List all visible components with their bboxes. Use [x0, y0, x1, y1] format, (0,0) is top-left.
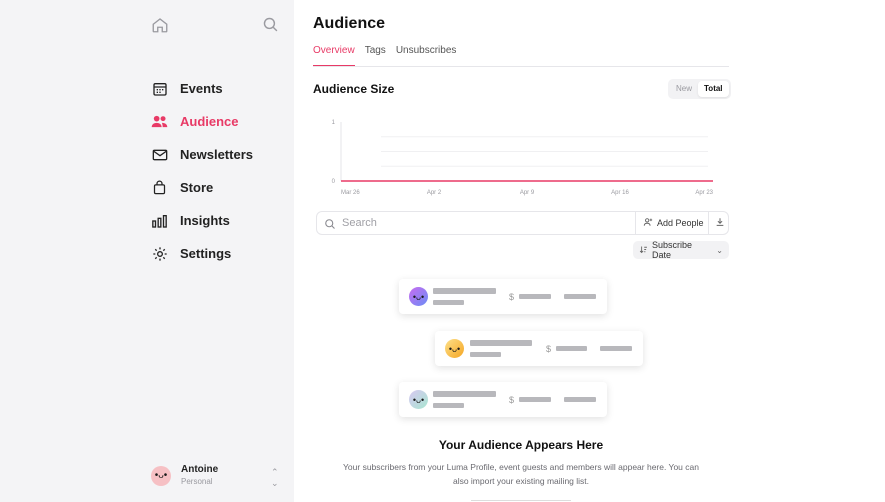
- sort-button[interactable]: Subscribe Date ⌄: [633, 240, 729, 260]
- placeholder-card: •ᴗ• $: [399, 279, 607, 314]
- sidebar-item-label: Audience: [180, 114, 239, 129]
- calendar-icon: [151, 80, 168, 97]
- user-name: Antoine: [181, 464, 219, 475]
- x-tick-label: Apr 2: [427, 190, 442, 196]
- x-tick-label: Mar 26: [341, 190, 360, 196]
- sidebar-item-label: Insights: [180, 213, 230, 228]
- sidebar-item-events[interactable]: Events: [151, 72, 253, 105]
- sidebar-item-store[interactable]: Store: [151, 171, 253, 204]
- chevron-updown-icon: ⌃ ⌄: [271, 467, 279, 488]
- empty-state-title: Your Audience Appears Here: [438, 438, 604, 452]
- sort-label: Subscribe Date: [652, 240, 693, 260]
- y-tick-label: 1: [332, 120, 336, 126]
- sidebar-nav: Events Audience Newsletters Store Insigh…: [151, 72, 253, 270]
- tab-unsubscribes[interactable]: Unsubscribes: [395, 45, 457, 56]
- search-icon: [324, 217, 336, 229]
- user-switcher[interactable]: •ᴗ• Antoine Personal ⌃ ⌄: [151, 463, 281, 488]
- add-people-label: Add People: [657, 218, 704, 228]
- user-plan: Personal: [181, 477, 213, 486]
- section-title: Audience Size: [313, 82, 395, 96]
- people-icon: [151, 113, 168, 130]
- import-button[interactable]: [471, 500, 571, 502]
- sidebar-item-audience[interactable]: Audience: [151, 105, 253, 138]
- home-icon[interactable]: [151, 16, 171, 36]
- download-icon: [715, 214, 725, 232]
- page-title: Audience: [313, 15, 386, 32]
- search-bar: Add People: [316, 211, 729, 235]
- sidebar-item-label: Newsletters: [180, 147, 253, 162]
- gear-icon: [151, 245, 168, 262]
- toggle-new[interactable]: New: [676, 84, 693, 93]
- new-total-toggle: New Total: [668, 79, 731, 99]
- chevron-down-icon: ⌄: [716, 245, 723, 255]
- avatar: •ᴗ•: [445, 339, 464, 358]
- sidebar-item-newsletters[interactable]: Newsletters: [151, 138, 253, 171]
- sidebar-item-label: Settings: [180, 246, 232, 261]
- toggle-total[interactable]: Total: [698, 81, 729, 97]
- avatar: •ᴗ•: [151, 465, 171, 486]
- placeholder-card: •ᴗ• $: [399, 382, 607, 417]
- tab-tags[interactable]: Tags: [364, 45, 386, 56]
- search-icon[interactable]: [262, 16, 282, 36]
- search-input[interactable]: [342, 217, 622, 229]
- y-tick-label: 0: [332, 179, 336, 185]
- shopping-bag-icon: [151, 179, 168, 196]
- avatar: •ᴗ•: [409, 390, 428, 409]
- sidebar: Events Audience Newsletters Store Insigh…: [0, 0, 294, 502]
- audience-size-chart: 1 0 Mar 26 Apr 2 Apr 9 Apr 16 Apr 23: [332, 120, 714, 196]
- bar-chart-icon: [151, 212, 168, 229]
- envelope-icon: [151, 146, 168, 163]
- sidebar-item-label: Events: [180, 81, 223, 96]
- main-content: Audience Overview Tags Unsubscribes Audi…: [313, 0, 731, 502]
- x-tick-label: Apr 23: [695, 190, 713, 196]
- sidebar-item-label: Store: [180, 180, 214, 195]
- avatar: •ᴗ•: [409, 287, 428, 306]
- x-tick-label: Apr 16: [611, 190, 629, 196]
- tab-overview[interactable]: Overview: [313, 45, 355, 66]
- placeholder-card: •ᴗ• $: [435, 331, 643, 366]
- x-tick-label: Apr 9: [520, 190, 535, 196]
- sort-icon: [639, 245, 648, 256]
- empty-state-text: Your subscribers from your Luma Profile,…: [343, 462, 699, 486]
- person-add-icon: [643, 217, 653, 229]
- add-people-button[interactable]: Add People: [635, 212, 711, 234]
- sidebar-item-insights[interactable]: Insights: [151, 204, 253, 237]
- sidebar-item-settings[interactable]: Settings: [151, 237, 253, 270]
- download-button[interactable]: [708, 212, 730, 234]
- tab-bar: Overview Tags Unsubscribes: [313, 45, 729, 67]
